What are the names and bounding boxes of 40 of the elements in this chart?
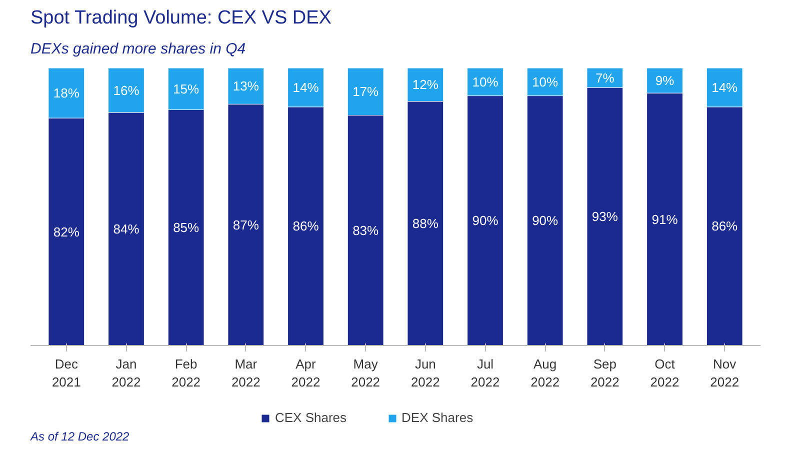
data-label: 86%	[292, 218, 320, 234]
data-label: 85%	[173, 220, 200, 236]
data-label: 87%	[232, 217, 260, 232]
data-label: 9%	[655, 73, 675, 88]
x-tick-label: Apr 2022	[291, 356, 320, 390]
data-label: 15%	[173, 81, 200, 96]
data-label: 83%	[352, 222, 380, 238]
x-tick-label: Aug 2022	[530, 356, 560, 390]
data-label: 84%	[113, 222, 140, 237]
data-label: 88%	[412, 216, 439, 231]
data-label: 14%	[292, 80, 320, 95]
legend-label: CEX Shares	[275, 410, 347, 425]
data-label: 12%	[412, 77, 439, 92]
data-label: 13%	[232, 78, 260, 94]
data-label: 86%	[712, 218, 738, 234]
data-label: 93%	[592, 209, 618, 224]
data-label: 10%	[532, 74, 559, 90]
data-label: 90%	[532, 213, 559, 228]
x-tick-label: May 2022	[351, 356, 380, 390]
data-label: 10%	[472, 74, 499, 90]
x-tick-label: Jan 2022	[112, 356, 141, 390]
data-label: 14%	[712, 80, 738, 95]
x-tick-label: Dec 2021	[52, 356, 81, 390]
x-tick-label: Feb 2022	[172, 356, 201, 390]
data-label: 7%	[596, 70, 615, 86]
chart-title: Spot Trading Volume: CEX VS DEX	[30, 8, 332, 28]
x-tick-label: Sep 2022	[590, 356, 620, 390]
x-tick-label: Oct 2022	[650, 356, 680, 390]
legend-label: DEX Shares	[402, 410, 474, 425]
x-tick-label: Nov 2022	[710, 356, 740, 390]
x-tick-label: Mar 2022	[231, 356, 260, 390]
data-label: 90%	[472, 213, 499, 228]
data-label: 82%	[53, 224, 80, 240]
data-label: 91%	[652, 212, 678, 227]
x-tick-label: Jul 2022	[470, 356, 500, 390]
data-label: 17%	[352, 84, 380, 100]
data-label: 16%	[113, 82, 140, 98]
data-label: 18%	[53, 86, 80, 101]
chart-subtitle: DEXs gained more shares in Q4	[30, 40, 246, 58]
x-tick-label: Jun 2022	[410, 356, 440, 390]
